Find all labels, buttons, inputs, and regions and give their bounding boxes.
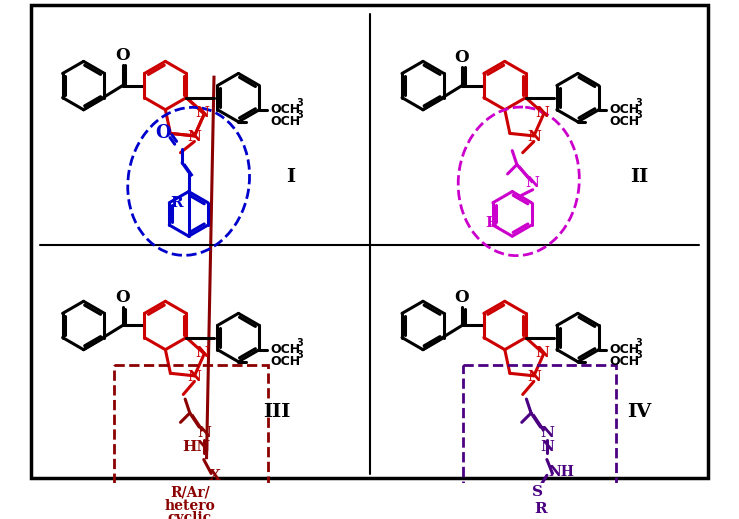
Text: R/Ar/: R/Ar/ bbox=[170, 485, 210, 499]
Text: N: N bbox=[540, 441, 554, 455]
Text: OCH: OCH bbox=[270, 343, 300, 356]
Text: OCH: OCH bbox=[610, 115, 639, 128]
Text: 3: 3 bbox=[296, 350, 303, 360]
Text: OCH: OCH bbox=[270, 355, 300, 368]
Text: R: R bbox=[486, 216, 498, 230]
Text: N: N bbox=[188, 370, 202, 384]
Text: cyclic: cyclic bbox=[168, 511, 212, 519]
Text: N: N bbox=[527, 370, 541, 384]
Text: N: N bbox=[527, 130, 541, 144]
Text: III: III bbox=[263, 403, 290, 421]
Text: IV: IV bbox=[627, 403, 652, 421]
Text: N: N bbox=[535, 346, 549, 360]
Text: 3: 3 bbox=[636, 350, 642, 360]
Text: X: X bbox=[209, 469, 221, 483]
Text: O: O bbox=[115, 289, 130, 306]
Text: NH: NH bbox=[549, 465, 575, 479]
Text: 3: 3 bbox=[296, 338, 303, 348]
Text: N: N bbox=[525, 176, 539, 190]
Text: R: R bbox=[171, 196, 183, 210]
Text: O: O bbox=[454, 289, 469, 306]
Text: 3: 3 bbox=[636, 98, 642, 108]
Text: 3: 3 bbox=[636, 110, 642, 120]
Text: HN: HN bbox=[183, 441, 211, 455]
Text: OCH: OCH bbox=[270, 103, 300, 116]
Text: OCH: OCH bbox=[610, 103, 639, 116]
Text: 3: 3 bbox=[636, 338, 642, 348]
Text: N: N bbox=[540, 427, 554, 441]
Text: II: II bbox=[630, 168, 649, 186]
Text: I: I bbox=[286, 168, 296, 186]
Text: N: N bbox=[535, 106, 549, 120]
Text: O: O bbox=[115, 47, 130, 64]
Text: N: N bbox=[197, 427, 211, 441]
Text: OCH: OCH bbox=[610, 355, 639, 368]
Text: OCH: OCH bbox=[270, 115, 300, 128]
Text: 3: 3 bbox=[296, 110, 303, 120]
Text: N: N bbox=[196, 106, 209, 120]
Text: N: N bbox=[188, 130, 202, 144]
Text: hetero: hetero bbox=[165, 499, 215, 513]
Text: N: N bbox=[196, 346, 209, 360]
Text: R: R bbox=[534, 502, 547, 516]
Text: 3: 3 bbox=[296, 98, 303, 108]
Text: OCH: OCH bbox=[610, 343, 639, 356]
Text: O: O bbox=[156, 124, 171, 142]
Text: O: O bbox=[454, 49, 469, 66]
Text: S: S bbox=[532, 485, 543, 499]
